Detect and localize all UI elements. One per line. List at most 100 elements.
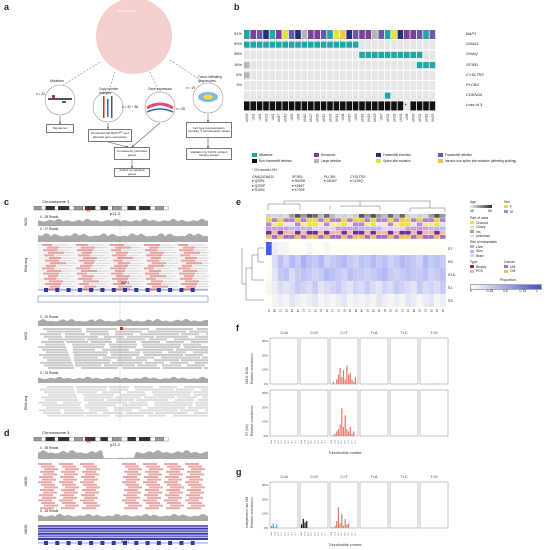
read — [89, 409, 108, 412]
legend-item: Frameshift insertion — [376, 153, 411, 157]
context-tick: A.T — [350, 439, 353, 443]
loss3-cell — [314, 101, 320, 111]
read — [43, 328, 81, 330]
read — [191, 468, 205, 471]
oncoprint-bg-cell — [263, 60, 269, 70]
annotation-cell — [428, 226, 434, 231]
ideogram-band — [139, 206, 151, 211]
oncoprint-bg-cell — [372, 40, 378, 50]
read — [44, 364, 73, 367]
read — [83, 502, 97, 504]
heatmap-cell — [393, 281, 400, 294]
spectrum-category: T>G — [430, 331, 438, 335]
spectrum-panel — [299, 337, 329, 385]
ideogram-band — [33, 437, 42, 442]
oncoprint-bg-cell — [263, 91, 269, 101]
context-tick: A.G — [284, 532, 287, 536]
sample-label: UM30 — [412, 113, 416, 122]
read — [44, 335, 62, 338]
annotation-cell — [434, 222, 440, 227]
oncoprint-bg-cell — [404, 101, 410, 111]
read — [43, 412, 61, 414]
read — [166, 341, 184, 343]
split-read — [151, 257, 161, 259]
read — [173, 414, 208, 417]
heatmap-column-label: UM11 — [267, 309, 271, 312]
annotation-cell — [277, 235, 284, 239]
annotation-cell — [324, 226, 330, 231]
read — [149, 468, 163, 471]
read — [63, 496, 77, 499]
mutation-cell — [308, 30, 314, 39]
exon — [100, 541, 105, 545]
legend-swatch — [470, 254, 474, 257]
heatmap-cell — [341, 255, 348, 268]
sample-label: UM7 — [380, 113, 384, 120]
read — [145, 361, 164, 364]
sample-label: UM33 — [245, 113, 249, 122]
spectrum-panel — [359, 481, 389, 529]
heatmap-cell — [341, 281, 348, 294]
oncoprint-bg-cell — [391, 70, 397, 80]
read — [59, 463, 73, 465]
spectrum-bar — [344, 518, 346, 528]
variant-item: ▾ K700E — [292, 187, 305, 192]
heatmap-column-label: UM19 — [418, 309, 422, 312]
spectrum-bar — [346, 365, 348, 384]
heatmap-cell — [329, 255, 336, 268]
split-read — [113, 259, 123, 262]
annotation-cell — [266, 214, 272, 218]
oncoprint-bg-cell — [340, 70, 346, 80]
heatmap-cell — [324, 281, 330, 294]
heatmap-cell — [277, 294, 284, 307]
oncoprint-bg-cell — [263, 81, 269, 90]
read — [190, 473, 204, 476]
read — [64, 412, 97, 414]
gene-label: GNA11 — [466, 41, 479, 47]
oncoprint-bg-cell — [404, 60, 410, 70]
read — [83, 465, 97, 468]
annotation-cell — [416, 235, 423, 239]
read — [41, 341, 64, 343]
heatmap-cell — [399, 294, 406, 307]
oncoprint-bg-cell — [244, 81, 250, 90]
read — [170, 468, 184, 471]
heatmap-cell — [382, 242, 388, 255]
read — [148, 491, 162, 494]
exon — [100, 288, 105, 292]
oncoprint-bg-cell — [301, 60, 308, 70]
annotation-cell — [335, 226, 342, 231]
annotation-cell — [422, 222, 429, 227]
read — [123, 328, 149, 330]
read — [143, 499, 157, 502]
variant-group: SF3B1: ▾ R625H ▾ K666T ▾ K700E — [292, 175, 305, 192]
read — [127, 335, 154, 338]
heatmap-cell — [347, 268, 353, 281]
heatmap-cell — [405, 281, 411, 294]
context-tick: A.C — [307, 532, 310, 536]
legend-label: Intronic non-splice site mutation (affec… — [445, 159, 517, 163]
row-dendrogram — [241, 247, 264, 301]
sex-m: M — [510, 209, 513, 214]
split-read — [179, 272, 195, 275]
exon — [89, 288, 94, 292]
annotation-cell — [341, 226, 347, 231]
ideogram-band — [127, 437, 136, 442]
split-read — [150, 275, 166, 278]
split-read — [186, 285, 196, 288]
annotation-cell — [393, 226, 400, 231]
read — [124, 507, 138, 510]
heatmap-cell — [300, 242, 307, 255]
annotation-cell — [335, 235, 342, 239]
ideogram-band — [107, 437, 113, 442]
mutation-cell — [263, 41, 269, 48]
split-read — [43, 249, 57, 252]
read — [41, 465, 55, 468]
heatmap-cell — [376, 281, 382, 294]
annotation-cell — [393, 235, 400, 239]
annotation-cell — [306, 214, 313, 218]
annotation-cell — [440, 226, 446, 231]
gene-pct: 16% — [233, 61, 242, 67]
annotation-cell — [289, 226, 295, 231]
sample-label: UM15 — [348, 113, 352, 122]
